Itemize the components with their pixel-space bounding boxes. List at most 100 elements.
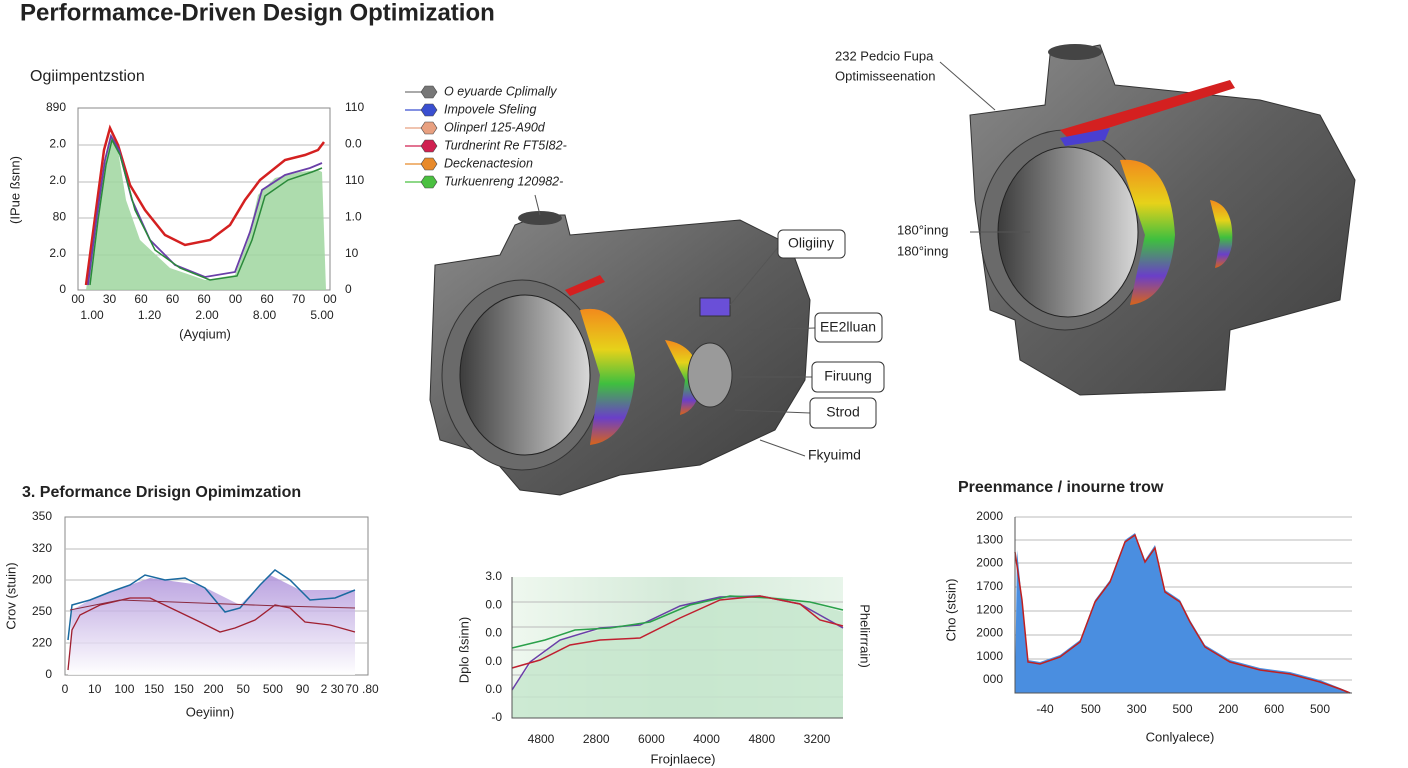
y-tick-label: 0 [59,282,66,296]
y-tick-label: 110 [345,100,364,114]
legend-swatch [420,175,438,189]
y-tick-label: 1.0 [345,209,362,223]
callout: EE2lluan [820,319,876,335]
x-tick-label: 200 [1218,702,1238,716]
x-tick-label: 500 [1310,702,1330,716]
x-tick-label: 4800 [528,732,555,746]
legend: O eyuarde Cplimally Impovele Sfeling Olinp… [405,84,567,189]
port [518,211,562,225]
part-render-right: 232 Pedcio Fupa Optimisseenation 180°inn… [835,44,1356,396]
curve [67,569,356,641]
x-tick-label: 200 [203,682,223,696]
y-tick-label: 80 [53,209,67,223]
x-tick-label: 150 [174,682,194,696]
y-tick-label: 1700 [976,579,1003,593]
y-tick-label: -0 [491,710,502,724]
callout-box [809,397,877,429]
area [68,575,355,675]
callout: Fkyuimd [808,447,861,463]
y-tick-label: 0 [45,667,52,681]
x-tick-label: 90 [296,682,310,696]
port [1048,44,1102,60]
y-axis-label-right: Phelirrrain) [858,604,873,668]
stripe [565,275,605,296]
x-tick-label: 1.20 [138,308,162,322]
y-axis-label: Crov (stuin) [3,562,18,629]
axes [511,577,843,719]
legend-label: O eyuarde Cplimally [444,84,557,98]
axes [1014,517,1352,694]
x-tick-label: 60 [197,292,211,306]
x-tick-label: 500 [263,682,283,696]
panel-title: Ogiimpentzstion [30,68,145,85]
curve [511,595,844,649]
caption: 232 Pedcio Fupa [835,48,934,63]
y-axis-label: Dplo ßsinn) [456,617,471,683]
y-tick-label: 320 [32,541,52,555]
y-tick-label: 2.0 [49,137,66,151]
x-tick-label: 4000 [693,732,720,746]
y-tick-label: 220 [32,636,52,650]
callout: Oligiiny [788,235,834,251]
x-tick-label: 00 [229,292,243,306]
area [1015,533,1352,693]
x-tick-label: 500 [1172,702,1192,716]
callout-box [777,229,846,259]
caption: 180°inng [897,243,948,258]
heat-band [1210,200,1233,268]
curve [84,124,325,286]
y-tick-label: 0.0 [485,682,502,696]
y-tick-label: 250 [32,604,52,618]
x-tick-label: 8.00 [253,308,277,322]
x-tick-label: 50 [237,682,251,696]
callout-box [811,361,885,393]
x-tick-label: 500 [1081,702,1101,716]
y-tick-label: 1000 [976,649,1003,663]
x-tick-label: 60 [166,292,180,306]
caption: Optimisseenation [835,68,935,83]
legend-label: Olinperl 125-A90d [444,120,546,134]
y-tick-label: 2.0 [49,173,66,187]
x-tick-label: 00 [323,292,337,306]
stripe [1060,80,1235,140]
legend-swatch [420,121,438,135]
x-tick-label: 2.00 [195,308,219,322]
x-tick-label: 0 [62,682,69,696]
bore [459,294,591,456]
area [512,595,843,718]
curve [511,595,844,669]
x-tick-label: 150 [144,682,164,696]
y-tick-label: 1300 [976,532,1003,546]
y-tick-label: 350 [32,509,52,523]
y-tick-label: 2000 [976,626,1003,640]
legend-label: Impovele Sfeling [444,102,536,116]
panel-5: Preenmance / inourne trow Cho (stsin) Co… [943,479,1352,744]
y-tick-label: 2000 [976,556,1003,570]
x-axis-label: Conlyalece) [1146,729,1215,744]
panel-title: Preenmance / inourne trow [958,479,1164,496]
y-tick-label: 200 [32,572,52,586]
legend-swatch [420,85,438,99]
x-tick-label: 300 [1127,702,1147,716]
callout-box [814,312,883,343]
x-tick-label: 600 [1264,702,1284,716]
legend-label: Deckenactesion [444,156,533,170]
y-axis-label: Cho (stsin) [943,579,958,642]
x-tick-label: 2 30 [321,682,345,696]
curve [1014,533,1351,694]
curve [69,599,356,611]
y-tick-label: 2.0 [49,246,66,260]
x-tick-label: 30 [103,292,117,306]
legend-swatch [420,103,438,117]
y-tick-label: 0.0 [485,654,502,668]
panel-1: Ogiimpentzstion (IPue ßsnn) (Ayqium) 890… [7,68,364,341]
legend-swatch [420,157,438,171]
x-tick-label: 6000 [638,732,665,746]
x-axis-label: Frojnlaece) [650,751,715,766]
y-tick-label: 0.0 [345,137,362,151]
caption: 180°inng [897,222,948,237]
legend-swatch [420,139,438,153]
y-tick-label: 000 [983,672,1003,686]
x-axis-label: (Ayqium) [179,326,231,341]
